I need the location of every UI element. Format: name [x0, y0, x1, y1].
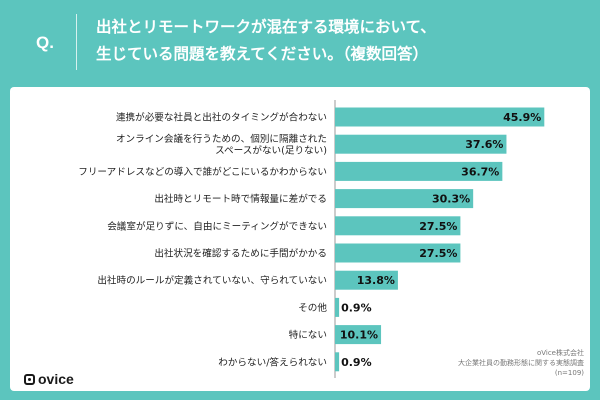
bar — [335, 216, 461, 236]
value-label: 37.6% — [465, 138, 503, 151]
category-label: オンライン会議を行うための、個別に隔離された — [116, 133, 327, 145]
category-label: わからない/答えられない — [218, 356, 327, 368]
value-label: 45.9% — [503, 111, 541, 124]
question-mark: Q. — [36, 33, 54, 52]
bar — [335, 161, 503, 181]
category-label: 連携が必要な社員と出社のタイミングが合わない — [116, 112, 327, 124]
value-label: 27.5% — [419, 247, 457, 260]
category-label: フリーアドレスなどの導入で誰がどこにいるかわからない — [78, 166, 327, 178]
ovice-logo: ovice — [24, 371, 74, 387]
category-label: 出社時のルールが定義されていない、守られていない — [97, 275, 327, 287]
question-line-1: 出社とリモートワークが混在する環境において、 — [96, 18, 436, 36]
value-label: 10.1% — [340, 329, 378, 342]
value-label: 30.3% — [432, 193, 470, 206]
logo-text: ovice — [38, 371, 74, 387]
source-note: oVice株式会社 大企業社員の勤務形態に関する実態調査 (n=109) — [458, 348, 584, 378]
bar — [335, 352, 340, 372]
source-survey: 大企業社員の勤務形態に関する実態調査 — [458, 359, 584, 367]
category-label: スペースがない(足りない) — [215, 144, 327, 156]
category-label: 出社状況を確認するために手間がかかる — [154, 248, 327, 260]
bar — [335, 270, 398, 290]
bar — [335, 134, 507, 154]
question-line-2: 生じている問題を教えてください。（複数回答） — [96, 45, 429, 63]
question-text: 出社とリモートワークが混在する環境において、 生じている問題を教えてください。（… — [96, 14, 586, 68]
value-label: 0.9% — [341, 356, 372, 369]
header-divider — [76, 14, 77, 70]
category-label: 出社時とリモート時で情報量に差がでる — [154, 193, 327, 205]
value-label: 36.7% — [461, 165, 499, 178]
value-label: 0.9% — [341, 301, 372, 314]
bar — [335, 297, 340, 317]
bar — [335, 107, 545, 127]
ovice-logo-icon — [24, 373, 35, 385]
source-sample-size: (n=109) — [554, 369, 584, 377]
bar — [335, 325, 382, 345]
category-label: 会議室が足りずに、自由にミーティングができない — [107, 220, 327, 232]
value-label: 27.5% — [419, 220, 457, 233]
bar — [335, 243, 461, 263]
source-company: oVice株式会社 — [536, 349, 584, 357]
category-label: その他 — [298, 302, 327, 314]
header: Q. 出社とリモートワークが混在する環境において、 生じている問題を教えてくださ… — [0, 0, 600, 84]
value-label: 13.8% — [357, 274, 395, 287]
bar — [335, 189, 474, 209]
category-label: 特にない — [289, 329, 327, 341]
